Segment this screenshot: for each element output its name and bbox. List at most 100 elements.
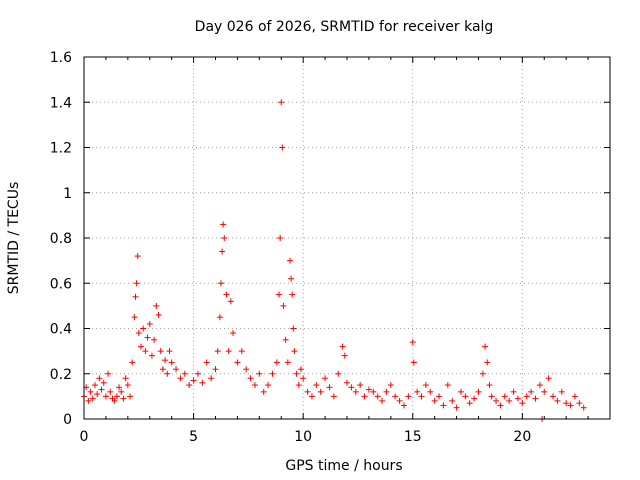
- data-point: [528, 388, 535, 395]
- data-point: [166, 348, 173, 355]
- data-point: [422, 382, 429, 389]
- grid-lines: [83, 57, 610, 419]
- data-point: [230, 330, 237, 337]
- data-point: [576, 400, 583, 407]
- data-point: [220, 221, 227, 228]
- data-point: [449, 397, 456, 404]
- data-point: [493, 397, 500, 404]
- data-point: [260, 388, 267, 395]
- data-point: [203, 359, 210, 366]
- data-point: [414, 388, 421, 395]
- data-point: [132, 293, 139, 300]
- data-point: [173, 366, 180, 373]
- data-point: [217, 280, 224, 287]
- data-point: [284, 359, 291, 366]
- data-point: [113, 393, 120, 400]
- data-point: [142, 348, 149, 355]
- data-point: [219, 248, 226, 255]
- data-point: [105, 370, 112, 377]
- data-point: [344, 379, 350, 386]
- data-point: [293, 370, 300, 377]
- data-point: [164, 370, 171, 377]
- data-point: [216, 314, 223, 321]
- data-point: [558, 388, 565, 395]
- data-point: [352, 388, 359, 395]
- data-point: [506, 397, 513, 404]
- data-point: [289, 291, 296, 298]
- data-point: [135, 330, 142, 337]
- data-point: [466, 400, 473, 407]
- data-point: [225, 348, 232, 355]
- data-point: [151, 336, 158, 343]
- data-point: [177, 375, 184, 382]
- data-point: [102, 393, 109, 400]
- data-point: [501, 393, 508, 400]
- data-point: [519, 400, 526, 407]
- data-point: [436, 393, 443, 400]
- data-point: [308, 393, 315, 400]
- data-point: [85, 397, 92, 404]
- y-tick-label: 0.6: [50, 276, 72, 292]
- data-point: [365, 386, 372, 393]
- data-point: [280, 302, 287, 309]
- data-point: [120, 395, 127, 402]
- data-point: [291, 348, 298, 355]
- data-point: [335, 370, 342, 377]
- data-point: [277, 235, 284, 241]
- data-point: [140, 325, 147, 332]
- y-tick-label: 1.2: [50, 141, 72, 157]
- data-point: [313, 382, 320, 389]
- data-point: [265, 382, 272, 389]
- data-point: [541, 388, 548, 395]
- data-point: [550, 393, 557, 400]
- data-point: [227, 298, 234, 305]
- y-tick-labels: 0 0.2 0.4 0.6 0.8 1 1.2 1.4 1.6: [50, 50, 72, 428]
- x-tick-label: 5: [189, 429, 198, 445]
- data-point: [134, 253, 141, 260]
- data-point: [214, 348, 221, 355]
- data-point: [208, 375, 215, 382]
- data-point: [392, 393, 399, 400]
- data-point: [238, 348, 245, 355]
- data-point: [118, 388, 125, 395]
- data-point: [418, 393, 425, 400]
- data-point: [374, 393, 381, 400]
- data-point: [276, 291, 283, 298]
- data-point: [341, 352, 348, 359]
- data-point: [273, 359, 280, 366]
- y-tick-label: 1: [63, 186, 72, 202]
- data-point: [146, 320, 153, 327]
- x-tick-labels: 0 5 10 15 20: [80, 429, 532, 445]
- data-point: [567, 402, 574, 409]
- y-tick-label: 0.2: [50, 367, 72, 383]
- data-point: [223, 291, 230, 298]
- data-point: [234, 359, 241, 366]
- data-point: [129, 359, 136, 366]
- data-point: [295, 382, 302, 389]
- y-tick-label: 0: [63, 412, 72, 428]
- data-point: [453, 404, 460, 411]
- data-point: [383, 388, 390, 395]
- data-point: [361, 393, 368, 400]
- data-point: [523, 393, 530, 400]
- data-point: [300, 375, 307, 382]
- data-point: [243, 366, 250, 373]
- data-point: [111, 397, 118, 404]
- data-point: [322, 375, 329, 382]
- y-tick-label: 1.6: [50, 50, 72, 66]
- data-point: [290, 325, 297, 332]
- data-point: [297, 366, 304, 373]
- data-point: [488, 393, 495, 400]
- data-point: [357, 382, 364, 389]
- data-point: [288, 275, 295, 282]
- data-point: [89, 395, 96, 402]
- data-point: [348, 384, 355, 391]
- chart-title: Day 026 of 2026, SRMTID for receiver kal…: [195, 19, 494, 35]
- data-point: [475, 388, 482, 395]
- data-point: [484, 359, 491, 366]
- data-point: [133, 280, 140, 287]
- data-point: [304, 388, 311, 395]
- data-point: [162, 357, 169, 364]
- data-point: [199, 379, 206, 386]
